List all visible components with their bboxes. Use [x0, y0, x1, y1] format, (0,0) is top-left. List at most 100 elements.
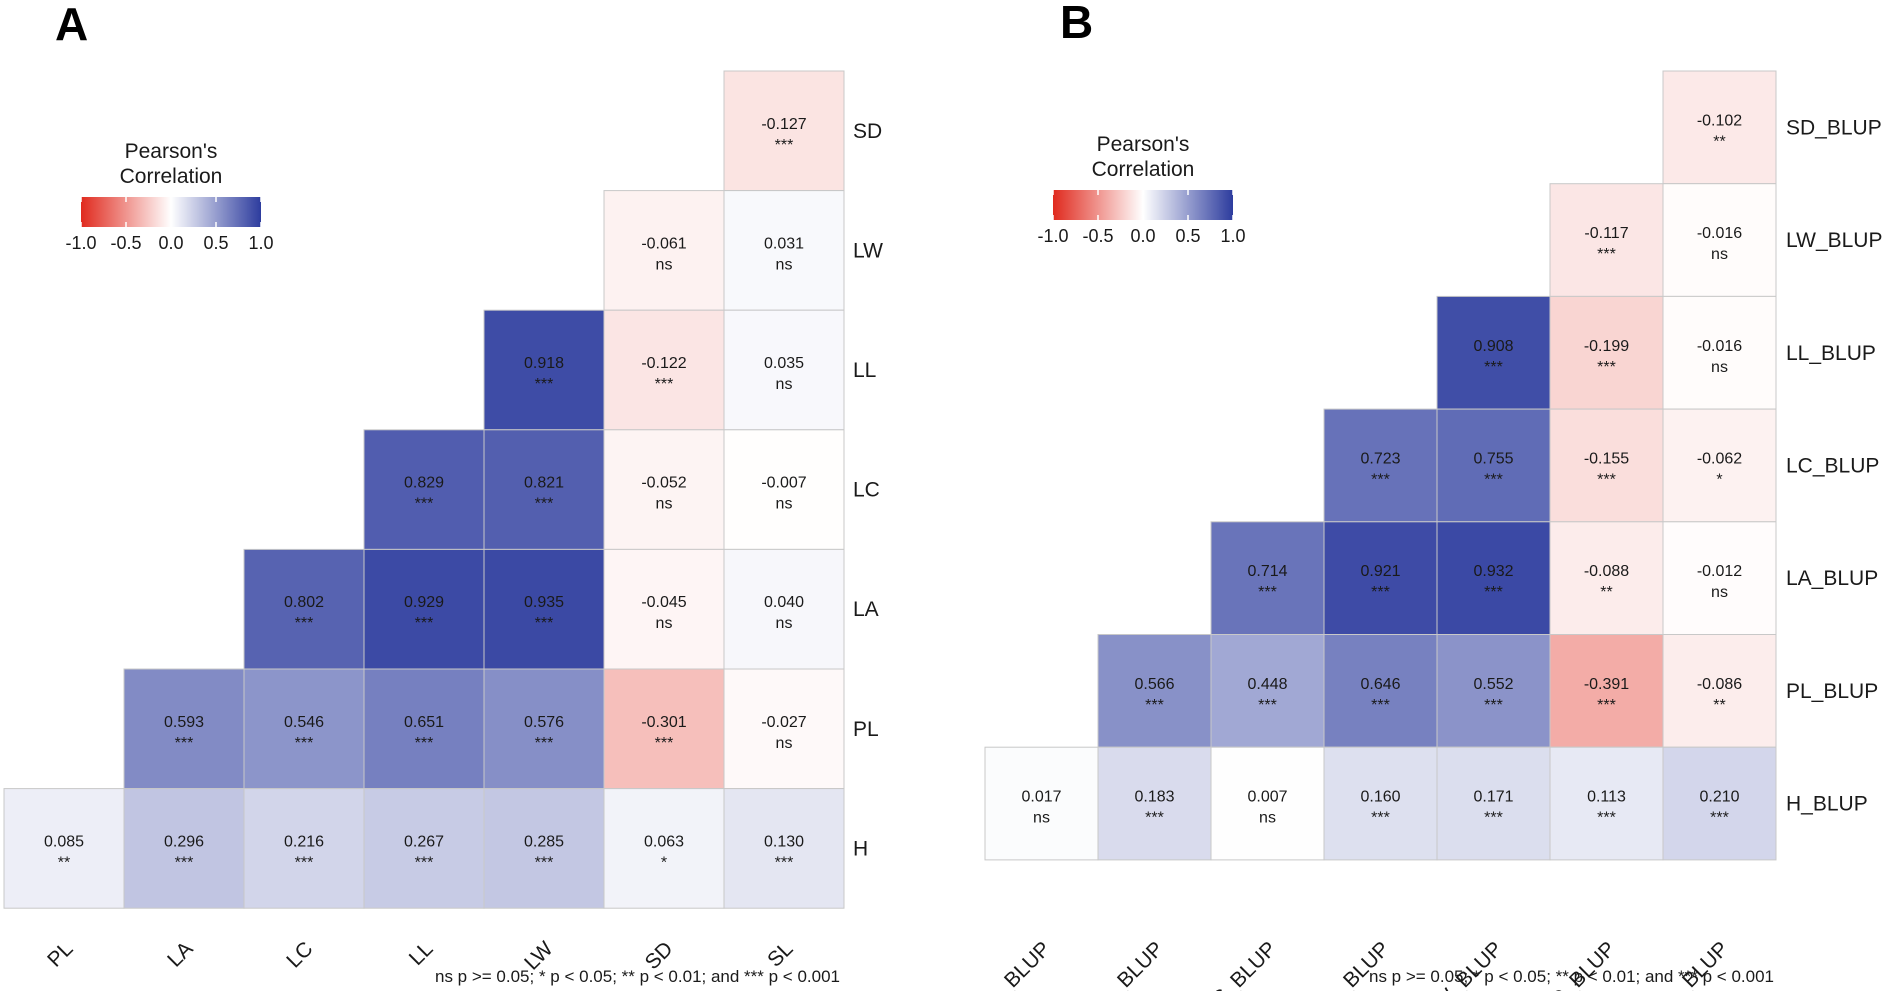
cell-value-label: 0.160 [1360, 789, 1400, 806]
cell-significance-label: ns [656, 496, 673, 513]
cell-significance-label: *** [535, 854, 554, 871]
cell-value-label: 0.183 [1134, 789, 1174, 806]
cell-significance-label: *** [295, 735, 314, 752]
legend-b-ticks: -1.0 -0.5 0.0 0.5 1.0 [1037, 190, 1246, 246]
cell-significance-label: *** [535, 376, 554, 393]
panel-b: B -0.102**-0.117***-0.016ns0.908***-0.19… [974, 0, 1883, 991]
heatmap-cell-fill [603, 668, 725, 790]
legend-tick-label: -0.5 [110, 233, 141, 253]
cell-significance-label: *** [295, 615, 314, 632]
heatmap-cell-fill [483, 548, 605, 670]
heatmap-cell: 0.171 *** [1436, 746, 1551, 861]
cell-value-label: 0.448 [1247, 676, 1287, 693]
heatmap-cell: -0.102 ** [1662, 70, 1777, 185]
cell-significance-label: *** [535, 615, 554, 632]
heatmap-cell: -0.016 ns [1662, 183, 1777, 297]
heatmap-cell-fill [483, 429, 605, 550]
heatmap-cell: 0.031 ns [723, 190, 845, 311]
cell-significance-label: ** [1713, 697, 1725, 714]
heatmap-cell: 0.017 ns [984, 746, 1099, 861]
row-label: SD_BLUP [1786, 116, 1882, 139]
heatmap-cell-fill [123, 788, 245, 909]
legend-tick-label: 0.0 [1130, 226, 1155, 246]
cell-significance-label: *** [775, 854, 794, 871]
heatmap-cell: 0.448 *** [1210, 634, 1325, 748]
cell-value-label: 0.085 [44, 833, 84, 850]
row-label: H_BLUP [1786, 793, 1868, 816]
row-label: H [853, 837, 868, 860]
heatmap-a-row-labels: SD LW LL LC LA PL H [853, 120, 883, 861]
cell-value-label: -0.086 [1697, 676, 1742, 693]
cell-significance-label: *** [1484, 359, 1503, 376]
heatmap-cell-fill [723, 668, 845, 790]
cell-significance-label: *** [1484, 697, 1503, 714]
heatmap-cell: 0.646 *** [1323, 634, 1438, 748]
heatmap-cell-fill [984, 746, 1099, 861]
heatmap-cell: -0.052 ns [603, 429, 725, 550]
legend-b-title-line1: Pearson's [1097, 133, 1190, 156]
cell-value-label: 0.040 [764, 594, 804, 611]
cell-significance-label: *** [175, 854, 194, 871]
heatmap-cell: -0.199 *** [1549, 295, 1664, 410]
heatmap-cell: 0.007 ns [1210, 746, 1325, 861]
cell-value-label: -0.045 [641, 594, 686, 611]
legend-tick-label: -1.0 [65, 233, 96, 253]
legend-tick-label: -1.0 [1037, 226, 1068, 246]
cell-significance-label: *** [1371, 697, 1390, 714]
cell-value-label: 0.576 [524, 714, 564, 731]
cell-significance-label: *** [1597, 246, 1616, 263]
cell-significance-label: *** [1145, 697, 1164, 714]
cell-value-label: -0.102 [1697, 112, 1742, 129]
cell-value-label: -0.016 [1697, 338, 1742, 355]
heatmap-cell-fill [483, 309, 605, 431]
panel-label-b: B [1060, 0, 1093, 48]
panel-label-a: A [55, 0, 88, 50]
heatmap-cell-fill [1662, 295, 1777, 410]
heatmap-cell: 0.918 *** [483, 309, 605, 431]
legend-a-title-line1: Pearson's [125, 140, 218, 163]
heatmap-b-row-labels: SD_BLUP LW_BLUP LL_BLUP LC_BLUP LA_BLUP PL_BL… [1786, 116, 1882, 815]
cell-value-label: -0.117 [1584, 225, 1628, 242]
cell-value-label: 0.929 [404, 594, 444, 611]
heatmap-cell: -0.301 *** [603, 668, 725, 790]
cell-significance-label: *** [1597, 471, 1616, 488]
row-label: PL_BLUP [1786, 680, 1878, 703]
heatmap-cell-fill [243, 668, 365, 790]
cell-significance-label: *** [1597, 810, 1616, 827]
cell-significance-label: ns [1711, 246, 1728, 263]
row-label: LC_BLUP [1786, 454, 1879, 477]
cell-value-label: 0.267 [404, 833, 444, 850]
row-label: LL [853, 359, 876, 382]
heatmap-cell: 0.085 ** [3, 788, 125, 909]
heatmap-cell-fill [1549, 183, 1664, 297]
cell-value-label: 0.918 [524, 355, 564, 372]
cell-value-label: 0.007 [1247, 789, 1287, 806]
heatmap-cell-fill [1323, 634, 1438, 748]
heatmap-cell-fill [723, 548, 845, 670]
heatmap-cell: -0.062 * [1662, 408, 1777, 523]
cell-significance-label: *** [1371, 471, 1390, 488]
cell-significance-label: ns [776, 496, 793, 513]
legend-b-title-line2: Correlation [1092, 158, 1195, 181]
heatmap-cell: 0.821 *** [483, 429, 605, 550]
heatmap-cell: -0.061 ns [603, 190, 725, 311]
heatmap-cell: 0.040 ns [723, 548, 845, 670]
heatmap-cell: 0.802 *** [243, 548, 365, 670]
row-label: LC [853, 479, 880, 502]
heatmap-cell: 0.935 *** [483, 548, 605, 670]
heatmap-cell: 0.714 *** [1210, 521, 1325, 635]
footnote-b: ns p >= 0.05; * p < 0.05; ** p < 0.01; a… [1369, 967, 1774, 986]
heatmap-cell-fill [603, 788, 725, 909]
legend-b: Pearson's Correlation -1.0 -0.5 0.0 0.5 1.0 [1037, 133, 1245, 246]
cell-significance-label: *** [1484, 810, 1503, 827]
heatmap-cell: -0.155 *** [1549, 408, 1664, 523]
cell-value-label: -0.007 [761, 475, 806, 492]
cell-value-label: 0.755 [1473, 450, 1513, 467]
cell-significance-label: *** [1258, 697, 1277, 714]
cell-value-label: -0.012 [1697, 563, 1742, 580]
row-label: SD [853, 120, 882, 143]
cell-significance-label: *** [1258, 584, 1277, 601]
heatmap-cell-fill [483, 668, 605, 790]
heatmap-cell: 0.216 *** [243, 788, 365, 909]
heatmap-cell: 0.296 *** [123, 788, 245, 909]
